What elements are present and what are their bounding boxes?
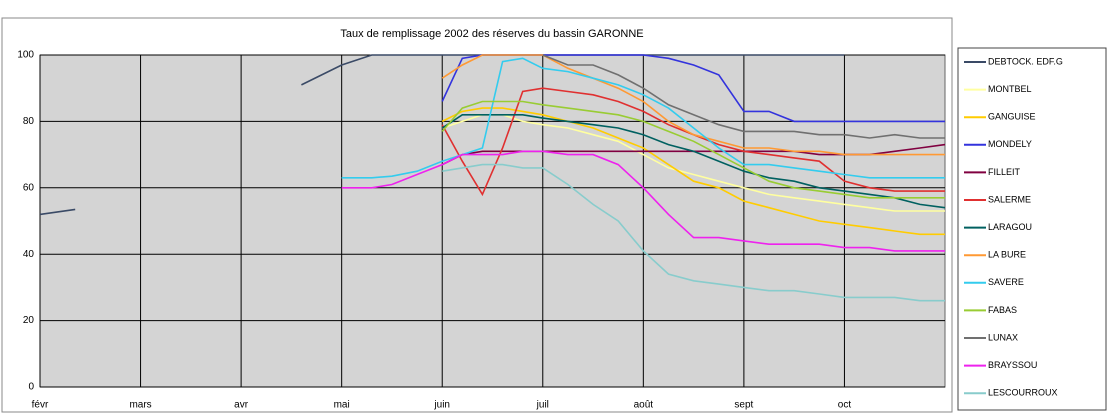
y-tick-label: 80: [23, 116, 35, 127]
x-tick-label: mars: [129, 400, 151, 411]
x-tick-label: avr: [234, 400, 249, 411]
legend-label: BRAYSSOU: [988, 360, 1037, 370]
series-line: [542, 54, 945, 139]
legend-label: LUNAX: [988, 332, 1018, 342]
plot-area: [39, 54, 946, 388]
chart-title: Taux de remplissage 2002 des réserves du…: [340, 28, 643, 40]
legend-label: LARAGOU: [988, 222, 1032, 232]
series-line: [341, 150, 945, 252]
legend: [957, 47, 1107, 411]
series-line: [441, 107, 945, 236]
legend-label: MONDELY: [988, 139, 1032, 149]
x-tick-label: mai: [334, 400, 350, 411]
series-line: [341, 57, 945, 179]
legend-label: DEBTOCK. EDF.G: [988, 56, 1063, 66]
x-tick-label: juin: [433, 400, 450, 411]
series-line: [441, 100, 945, 199]
legend-label: GANGUISE: [988, 112, 1036, 122]
x-tick-label: févr: [32, 400, 49, 411]
legend-label: MONTBEL: [988, 84, 1032, 94]
legend-label: FILLEIT: [988, 167, 1021, 177]
y-tick-label: 0: [28, 382, 34, 393]
x-tick-label: juil: [536, 400, 549, 411]
series-line: [442, 163, 945, 302]
y-tick-label: 20: [23, 315, 35, 326]
legend-label: SALERME: [988, 194, 1031, 204]
x-tick-label: oct: [838, 400, 852, 411]
legend-label: SAVERE: [988, 277, 1024, 287]
y-tick-label: 100: [17, 50, 34, 61]
legend-label: LESCOURROUX: [988, 388, 1058, 398]
y-tick-label: 40: [23, 249, 35, 260]
y-tick-label: 60: [23, 182, 35, 193]
series-line: [441, 114, 946, 209]
series-line: [441, 87, 945, 197]
x-tick-label: août: [634, 400, 654, 411]
x-tick-label: sept: [734, 400, 753, 411]
series-line: [441, 54, 945, 156]
legend-label: FABAS: [988, 305, 1017, 315]
legend-label: LA BURE: [988, 250, 1026, 260]
